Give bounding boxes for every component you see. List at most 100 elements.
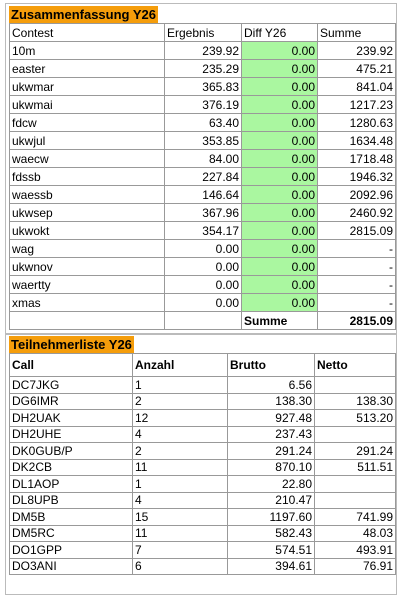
table-cell: 4: [132, 491, 228, 509]
table-cell: 1718.48: [317, 149, 396, 168]
table-cell: -: [317, 257, 396, 276]
table-row: ukwokt 354.17 0.00 2815.09: [9, 221, 396, 240]
total-value: 2815.09: [317, 311, 396, 330]
table-cell: waecw: [9, 149, 165, 168]
table-cell: 22.80: [227, 475, 315, 493]
table-cell: 493.91: [314, 541, 396, 559]
table-row: DG6IMR 2 138.30 138.30: [9, 392, 396, 410]
table-cell: 291.24: [227, 442, 315, 460]
table-row: ukwnov 0.00 0.00-: [9, 257, 396, 276]
column-header: Summe: [317, 23, 396, 42]
table-cell: 574.51: [227, 541, 315, 559]
table-cell: 63.40: [164, 113, 242, 132]
table-cell: -: [317, 293, 396, 312]
table-row: DH2UHE 4 237.43: [9, 425, 396, 443]
table-cell: ukwsep: [9, 203, 165, 222]
table-cell: 138.30: [314, 392, 396, 410]
table-row: DK0GUB/P 2 291.24 291.24: [9, 442, 396, 460]
table-cell: 0.00: [164, 275, 242, 294]
table-cell: 239.92: [164, 41, 242, 60]
table-cell: 870.10: [227, 458, 315, 476]
table-cell: 15: [132, 508, 228, 526]
table-cell: waertty: [9, 275, 165, 294]
table-cell: 2: [132, 442, 228, 460]
table-cell: 10m: [9, 41, 165, 60]
table-row: DO1GPP 7 574.51 493.91: [9, 541, 396, 559]
summary-section: Zusammenfassung Y26 Contest Ergebnis Diff …: [5, 3, 397, 335]
table-cell: [164, 311, 242, 330]
table-cell: 11: [132, 524, 228, 542]
participants-table: Call Anzahl Brutto Netto DC7JKG 1 6.56 DG6IMR 2 1…: [9, 353, 396, 575]
total-label: Summe: [241, 311, 318, 330]
table-cell: DL1AOP: [9, 475, 133, 493]
table-cell: 376.19: [164, 95, 242, 114]
summary-title: Zusammenfassung Y26: [9, 6, 158, 23]
table-row: waessb 146.64 0.00 2092.96: [9, 185, 396, 204]
table-cell: DH2UHE: [9, 425, 133, 443]
table-cell: 6: [132, 557, 228, 575]
table-cell: 11: [132, 458, 228, 476]
table-row: ukwsep 367.96 0.00 2460.92: [9, 203, 396, 222]
table-cell: 582.43: [227, 524, 315, 542]
table-cell: 354.17: [164, 221, 242, 240]
table-cell: 7: [132, 541, 228, 559]
table-cell: 0.00: [241, 77, 318, 96]
table-cell: fdcw: [9, 113, 165, 132]
table-row: DM5RC 11 582.43 48.03: [9, 524, 396, 542]
column-header: Ergebnis: [164, 23, 242, 42]
table-row: fdcw 63.40 0.00 1280.63: [9, 113, 396, 132]
table-cell: 513.20: [314, 409, 396, 427]
table-cell: 0.00: [241, 239, 318, 258]
table-cell: DO3ANI: [9, 557, 133, 575]
table-cell: [314, 376, 396, 394]
table-row: ukwmai 376.19 0.00 1217.23: [9, 95, 396, 114]
table-row: fdssb 227.84 0.00 1946.32: [9, 167, 396, 186]
table-cell: 927.48: [227, 409, 315, 427]
table-cell: 1634.48: [317, 131, 396, 150]
table-row: waecw 84.00 0.00 1718.48: [9, 149, 396, 168]
table-cell: 475.21: [317, 59, 396, 78]
table-row: ukwmar 365.83 0.00 841.04: [9, 77, 396, 96]
table-cell: 239.92: [317, 41, 396, 60]
column-header: Contest: [9, 23, 165, 42]
table-cell: 0.00: [241, 131, 318, 150]
table-cell: 0.00: [241, 95, 318, 114]
table-cell: 2460.92: [317, 203, 396, 222]
table-cell: 511.51: [314, 458, 396, 476]
table-cell: [314, 491, 396, 509]
table-cell: 0.00: [241, 293, 318, 312]
table-cell: 12: [132, 409, 228, 427]
table-cell: DM5RC: [9, 524, 133, 542]
table-cell: 0.00: [164, 257, 242, 276]
total-row: Summe 2815.09: [9, 311, 396, 330]
column-header: Netto: [314, 353, 396, 377]
table-row: DH2UAK 12 927.48 513.20: [9, 409, 396, 427]
table-row: waertty 0.00 0.00-: [9, 275, 396, 294]
table-cell: 6.56: [227, 376, 315, 394]
table-cell: [314, 425, 396, 443]
table-cell: 365.83: [164, 77, 242, 96]
table-cell: DH2UAK: [9, 409, 133, 427]
table-cell: 76.91: [314, 557, 396, 575]
table-cell: 0.00: [164, 239, 242, 258]
table-cell: 0.00: [241, 59, 318, 78]
table-cell: DM5B: [9, 508, 133, 526]
table-row: DL1AOP 1 22.80: [9, 475, 396, 493]
summary-table: Contest Ergebnis Diff Y26 Summe 10m 239.92 0.0…: [9, 23, 396, 330]
column-header: Call: [9, 353, 133, 377]
table-cell: DO1GPP: [9, 541, 133, 559]
table-cell: ukwmar: [9, 77, 165, 96]
table-row: DO3ANI 6 394.61 76.91: [9, 557, 396, 575]
table-cell: 84.00: [164, 149, 242, 168]
table-cell: DL8UPB: [9, 491, 133, 509]
table-cell: [9, 311, 165, 330]
table-cell: 146.64: [164, 185, 242, 204]
table-cell: 0.00: [241, 257, 318, 276]
table-cell: 0.00: [241, 113, 318, 132]
table-cell: 353.85: [164, 131, 242, 150]
table-row: wag 0.00 0.00-: [9, 239, 396, 258]
table-cell: -: [317, 239, 396, 258]
table-row: ukwjul 353.85 0.00 1634.48: [9, 131, 396, 150]
table-cell: 4: [132, 425, 228, 443]
